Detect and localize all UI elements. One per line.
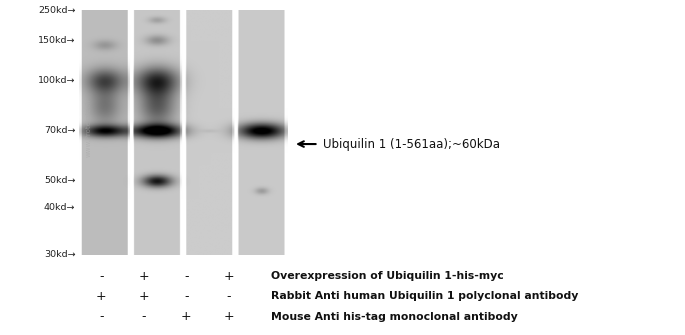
Text: 150kd→: 150kd→ [38, 36, 75, 45]
Text: 30kd→: 30kd→ [44, 250, 75, 259]
Text: -: - [184, 270, 188, 283]
Text: Overexpression of Ubiquilin 1-his-myc: Overexpression of Ubiquilin 1-his-myc [271, 271, 503, 281]
Text: -: - [142, 310, 146, 323]
Text: +: + [223, 270, 234, 283]
Text: +: + [138, 290, 149, 303]
Text: +: + [181, 310, 192, 323]
Text: -: - [99, 310, 103, 323]
Text: Rabbit Anti human Ubiquilin 1 polyclonal antibody: Rabbit Anti human Ubiquilin 1 polyclonal… [271, 291, 578, 302]
Text: +: + [223, 310, 234, 323]
Text: -: - [227, 290, 231, 303]
Text: -: - [99, 270, 103, 283]
Text: www.Proteintech: www.Proteintech [86, 98, 92, 157]
Text: Ubiquilin 1 (1-561aa);~60kDa: Ubiquilin 1 (1-561aa);~60kDa [323, 138, 500, 150]
Text: -: - [184, 290, 188, 303]
Text: 40kd→: 40kd→ [44, 203, 75, 212]
Text: 100kd→: 100kd→ [38, 76, 75, 85]
Text: +: + [138, 270, 149, 283]
Text: 250kd→: 250kd→ [38, 6, 75, 14]
Text: Mouse Anti his-tag monoclonal antibody: Mouse Anti his-tag monoclonal antibody [271, 312, 517, 322]
Text: +: + [96, 290, 107, 303]
Text: 70kd→: 70kd→ [44, 126, 75, 135]
Text: 50kd→: 50kd→ [44, 177, 75, 185]
